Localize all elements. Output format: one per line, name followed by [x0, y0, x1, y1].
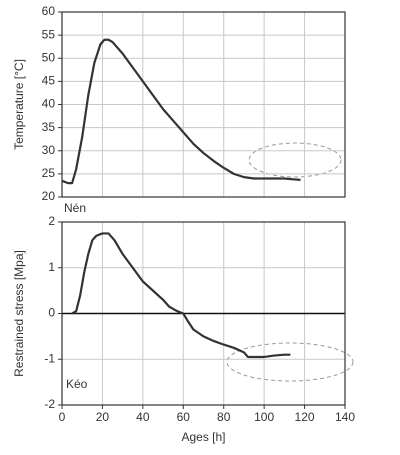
y-tick-label: 50 — [42, 50, 56, 64]
y-tick-label: 55 — [42, 27, 56, 41]
x-axis-label: Ages [h] — [181, 430, 225, 444]
y-tick-label: 0 — [48, 306, 55, 320]
y-tick-label: 2 — [48, 214, 55, 228]
x-tick-label: 80 — [217, 410, 231, 424]
plot-frame — [61, 221, 346, 406]
y-axis-label: Restrained stress [Mpa] — [12, 250, 26, 377]
y-axis-label: Temperature [°C] — [12, 59, 26, 150]
x-tick-label: 120 — [295, 410, 315, 424]
x-tick-label: 0 — [59, 410, 66, 424]
x-tick-label: 100 — [254, 410, 274, 424]
x-tick-label: 140 — [335, 410, 355, 424]
line — [71, 232, 291, 359]
y-tick-label: 30 — [42, 143, 56, 157]
x-tick-label: 40 — [136, 410, 150, 424]
y-tick-label: 1 — [48, 260, 55, 274]
x-tick-label: 60 — [177, 410, 191, 424]
y-tick-label: 25 — [42, 166, 56, 180]
highlight-ellipse — [248, 142, 342, 178]
plot-frame — [61, 11, 346, 198]
annotation: Nén — [64, 201, 86, 215]
y-tick-label: 45 — [42, 74, 56, 88]
y-tick-label: 40 — [42, 97, 56, 111]
highlight-ellipse — [226, 342, 354, 382]
x-tick-label: 20 — [96, 410, 110, 424]
y-tick-label: -2 — [44, 397, 55, 411]
y-tick-label: 60 — [42, 4, 56, 18]
y-tick-label: 35 — [42, 120, 56, 134]
y-tick-label: 20 — [42, 189, 56, 203]
annotation: Kéo — [66, 377, 88, 391]
line — [61, 38, 301, 185]
y-tick-label: -1 — [44, 351, 55, 365]
